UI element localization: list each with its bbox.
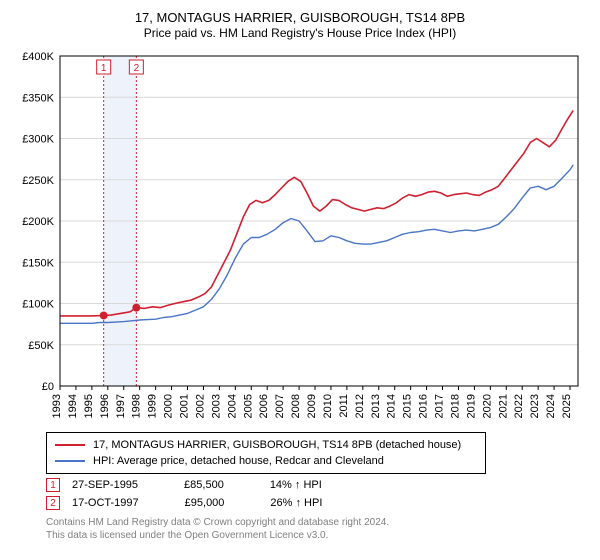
svg-text:2001: 2001: [179, 394, 191, 418]
sale-row-2: 2 17-OCT-1997 £95,000 26% ↑ HPI: [46, 496, 586, 510]
svg-text:2008: 2008: [290, 394, 302, 418]
svg-text:2005: 2005: [242, 394, 254, 418]
legend-label-hpi: HPI: Average price, detached house, Redc…: [93, 455, 384, 467]
sale-delta-2: 26% ↑ HPI: [270, 497, 322, 509]
sale-date-2: 17-OCT-1997: [72, 497, 139, 509]
svg-text:2000: 2000: [163, 394, 175, 418]
sale-marker-2: 2: [46, 496, 60, 510]
svg-text:1995: 1995: [83, 394, 95, 418]
svg-text:£350K: £350K: [22, 92, 54, 104]
svg-text:2015: 2015: [402, 394, 414, 418]
svg-text:2025: 2025: [561, 394, 573, 418]
svg-text:2022: 2022: [513, 394, 525, 418]
svg-text:£150K: £150K: [22, 257, 54, 269]
root: 17, MONTAGUS HARRIER, GUISBOROUGH, TS14 …: [0, 0, 600, 560]
sale-price-1: £85,500: [184, 479, 224, 491]
svg-text:£100K: £100K: [22, 299, 54, 311]
svg-text:£0: £0: [42, 381, 54, 393]
svg-text:2014: 2014: [386, 394, 398, 418]
svg-text:2019: 2019: [465, 394, 477, 418]
legend-label-price: 17, MONTAGUS HARRIER, GUISBOROUGH, TS14 …: [93, 439, 461, 451]
sale-row-1: 1 27-SEP-1995 £85,500 14% ↑ HPI: [46, 478, 586, 492]
chart-subtitle: Price paid vs. HM Land Registry's House …: [14, 26, 586, 40]
svg-text:2016: 2016: [418, 394, 430, 418]
svg-text:1998: 1998: [131, 394, 143, 418]
legend-swatch-price: [55, 444, 85, 446]
svg-text:2006: 2006: [258, 394, 270, 418]
legend: 17, MONTAGUS HARRIER, GUISBOROUGH, TS14 …: [46, 432, 486, 474]
svg-text:2011: 2011: [338, 394, 350, 418]
footer-text: Contains HM Land Registry data © Crown c…: [46, 516, 586, 542]
svg-text:1993: 1993: [51, 394, 63, 418]
svg-text:2013: 2013: [370, 394, 382, 418]
svg-text:1999: 1999: [147, 394, 159, 418]
legend-swatch-hpi: [55, 460, 85, 462]
sale-price-2: £95,000: [185, 497, 225, 509]
svg-text:2021: 2021: [497, 394, 509, 418]
line-chart: £0 £50K £100K £150K £200K £250K £300K £350K £400…: [14, 46, 586, 426]
sale-marker-1: 1: [46, 478, 60, 492]
svg-text:2002: 2002: [194, 394, 206, 418]
svg-text:2009: 2009: [306, 394, 318, 418]
svg-text:2003: 2003: [210, 394, 222, 418]
svg-text:2018: 2018: [449, 394, 461, 418]
svg-text:2017: 2017: [434, 394, 446, 418]
svg-text:£400K: £400K: [22, 51, 54, 63]
svg-text:2020: 2020: [481, 394, 493, 418]
legend-item-price: 17, MONTAGUS HARRIER, GUISBOROUGH, TS14 …: [55, 437, 477, 453]
legend-item-hpi: HPI: Average price, detached house, Redc…: [55, 453, 477, 469]
svg-text:1997: 1997: [115, 394, 127, 418]
svg-text:2023: 2023: [529, 394, 541, 418]
svg-text:2004: 2004: [226, 394, 238, 418]
svg-text:£300K: £300K: [22, 134, 54, 146]
chart-area: £0 £50K £100K £150K £200K £250K £300K £350K £400…: [14, 46, 586, 426]
footer-line-2: This data is licensed under the Open Gov…: [46, 529, 586, 542]
svg-text:2010: 2010: [322, 394, 334, 418]
footer-line-1: Contains HM Land Registry data © Crown c…: [46, 516, 586, 529]
sale-date-1: 27-SEP-1995: [72, 479, 138, 491]
svg-text:2024: 2024: [545, 394, 557, 418]
svg-text:£250K: £250K: [22, 175, 54, 187]
svg-text:1: 1: [101, 63, 107, 74]
sale-delta-1: 14% ↑ HPI: [270, 479, 322, 491]
svg-text:£200K: £200K: [22, 216, 54, 228]
svg-text:1994: 1994: [67, 394, 79, 418]
svg-text:2012: 2012: [354, 394, 366, 418]
chart-title: 17, MONTAGUS HARRIER, GUISBOROUGH, TS14 …: [14, 10, 586, 25]
svg-text:£50K: £50K: [28, 340, 54, 352]
svg-text:1996: 1996: [99, 394, 111, 418]
svg-text:2007: 2007: [274, 394, 286, 418]
svg-text:2: 2: [134, 63, 140, 74]
